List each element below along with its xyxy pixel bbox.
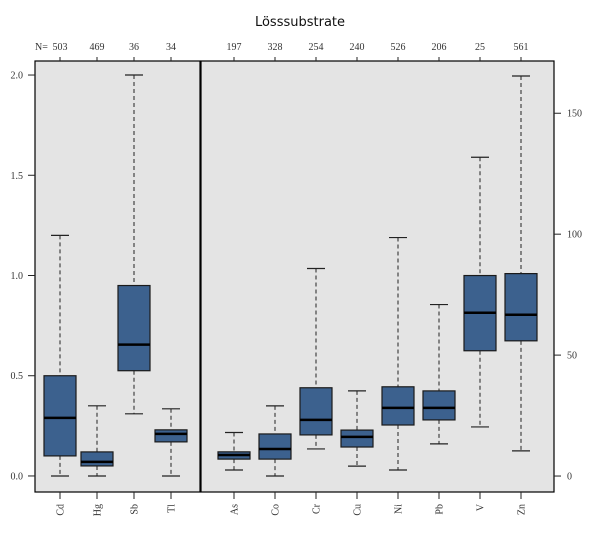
x-category-label: As: [230, 504, 241, 515]
n-count-label: 36: [129, 42, 139, 53]
box-iqr: [43, 375, 77, 457]
y-tick-label-right: 150: [567, 109, 582, 120]
x-category-label: Cu: [353, 504, 364, 516]
box-pb: [422, 303, 456, 445]
box-ni: [381, 236, 415, 471]
box-iqr: [340, 429, 374, 448]
axes: [28, 57, 561, 499]
y-tick-label-right: 100: [567, 230, 582, 241]
y-tick-label-right: 50: [567, 351, 577, 362]
box-iqr: [117, 284, 151, 372]
n-count-label: 561: [514, 42, 529, 53]
n-count-label: 206: [432, 42, 447, 53]
box-v: [463, 156, 497, 428]
y-tick-label-left: 1.5: [11, 171, 24, 182]
n-count-label: 254: [309, 42, 324, 53]
x-category-label: Cr: [312, 503, 323, 514]
box-iqr: [80, 451, 114, 467]
box-co: [258, 405, 292, 477]
box-cd: [43, 234, 77, 477]
box-cr: [299, 267, 333, 450]
n-count-label: 328: [268, 42, 283, 53]
n-count-label: 526: [391, 42, 406, 53]
box-tl: [154, 408, 188, 477]
box-cu: [340, 390, 374, 467]
box-iqr: [299, 387, 333, 436]
n-prefix: N=: [35, 42, 48, 53]
box-iqr: [381, 386, 415, 426]
n-count-label: 503: [53, 42, 68, 53]
n-count-label: 197: [227, 42, 242, 53]
n-count-label: 25: [475, 42, 485, 53]
plot-panels: [34, 60, 555, 493]
y-tick-label-left: 0.5: [11, 371, 24, 382]
box-as: [217, 431, 251, 471]
labels: 0.0 0.5 1.0 1.5 2.0 0 50 100 150 N= 503 Cd 469 Hg 36 Sb…: [11, 42, 583, 516]
box-zn: [504, 75, 538, 452]
y-tick-label-right: 0: [567, 472, 572, 483]
n-count-label: 240: [350, 42, 365, 53]
x-category-label: Pb: [435, 504, 446, 515]
y-tick-label-left: 2.0: [11, 71, 24, 82]
boxes: [43, 74, 538, 477]
x-category-label: Sb: [130, 504, 141, 515]
n-count-label: 469: [90, 42, 105, 53]
chart-title: Lösssubstrate: [255, 15, 345, 30]
panel-right: [200, 60, 555, 493]
n-count-label: 34: [166, 42, 176, 53]
box-iqr: [422, 390, 456, 421]
x-category-label: Hg: [93, 504, 104, 516]
box-sb: [117, 74, 151, 415]
x-category-label: V: [476, 503, 487, 511]
x-category-label: Tl: [167, 504, 178, 513]
y-tick-label-left: 0.0: [11, 471, 24, 482]
x-category-label: Co: [271, 504, 282, 516]
box-hg: [80, 405, 114, 477]
x-category-label: Zn: [517, 504, 528, 515]
x-category-label: Ni: [394, 504, 405, 514]
box-iqr: [154, 429, 188, 443]
box-iqr: [258, 433, 292, 460]
box-iqr: [504, 272, 538, 342]
x-category-label: Cd: [56, 504, 67, 516]
y-tick-label-left: 1.0: [11, 271, 24, 282]
